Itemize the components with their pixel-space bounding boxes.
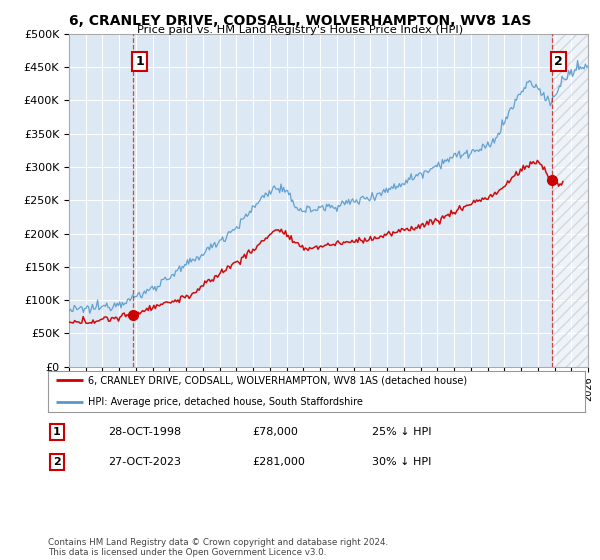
Text: 1: 1 <box>136 55 144 68</box>
Text: 27-OCT-2023: 27-OCT-2023 <box>108 457 181 467</box>
Text: HPI: Average price, detached house, South Staffordshire: HPI: Average price, detached house, Sout… <box>88 396 363 407</box>
Text: Contains HM Land Registry data © Crown copyright and database right 2024.
This d: Contains HM Land Registry data © Crown c… <box>48 538 388 557</box>
Text: 28-OCT-1998: 28-OCT-1998 <box>108 427 181 437</box>
Text: £78,000: £78,000 <box>252 427 298 437</box>
Text: 6, CRANLEY DRIVE, CODSALL, WOLVERHAMPTON, WV8 1AS: 6, CRANLEY DRIVE, CODSALL, WOLVERHAMPTON… <box>69 14 531 28</box>
Text: 1: 1 <box>53 427 61 437</box>
Text: 25% ↓ HPI: 25% ↓ HPI <box>372 427 431 437</box>
Text: 6, CRANLEY DRIVE, CODSALL, WOLVERHAMPTON, WV8 1AS (detached house): 6, CRANLEY DRIVE, CODSALL, WOLVERHAMPTON… <box>88 375 467 385</box>
Text: 2: 2 <box>554 55 563 68</box>
Text: 30% ↓ HPI: 30% ↓ HPI <box>372 457 431 467</box>
Text: £281,000: £281,000 <box>252 457 305 467</box>
Text: Price paid vs. HM Land Registry's House Price Index (HPI): Price paid vs. HM Land Registry's House … <box>137 25 463 35</box>
Text: 2: 2 <box>53 457 61 467</box>
Bar <box>551 34 588 367</box>
